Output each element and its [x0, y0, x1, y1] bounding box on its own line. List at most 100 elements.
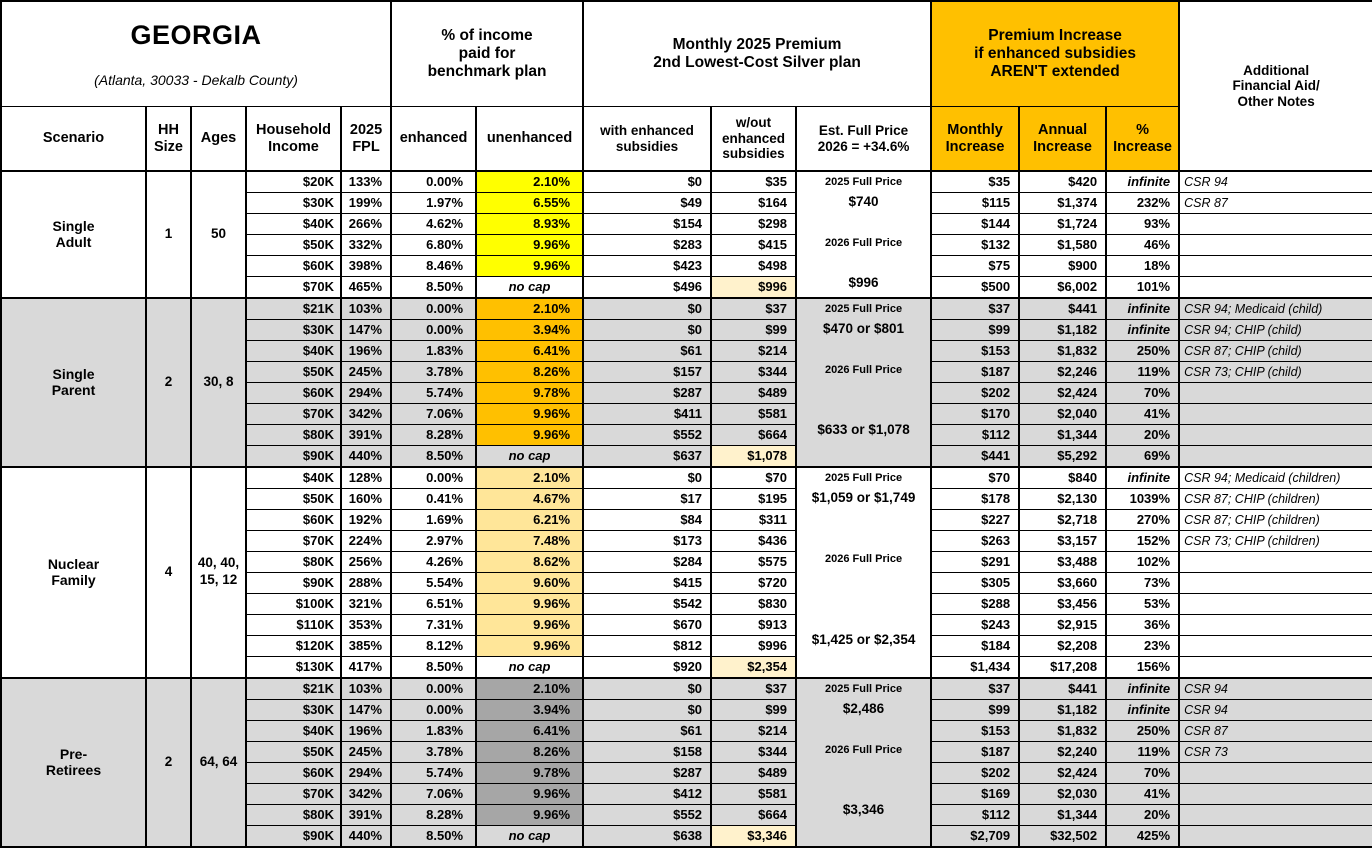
- enhanced-pct-cell: 4.62%: [390, 212, 478, 235]
- annual-increase-cell: $5,292: [1018, 444, 1108, 468]
- pct-increase-cell: 152%: [1105, 529, 1181, 552]
- without-subsidies-cell: $720: [710, 571, 798, 594]
- monthly-increase-cell: $288: [930, 592, 1021, 615]
- pct-increase-cell: 250%: [1105, 339, 1181, 362]
- full-price-line: [798, 508, 929, 528]
- household-income-cell: $130K: [245, 655, 342, 679]
- with-subsidies-cell: $284: [582, 550, 713, 573]
- notes-cell: [1178, 592, 1372, 615]
- unenhanced-pct-cell: 4.67%: [475, 487, 585, 510]
- annual-increase-cell: $2,040: [1018, 402, 1108, 425]
- without-subsidies-cell: $581: [710, 782, 798, 805]
- household-income-cell: $50K: [245, 487, 342, 510]
- fpl-cell: 342%: [339, 402, 393, 425]
- without-subsidies-cell: $415: [710, 233, 798, 256]
- notes-cell: CSR 73; CHIP (child): [1178, 360, 1372, 383]
- unenhanced-pct-cell: 6.41%: [475, 719, 585, 742]
- table-row: $40K 266% 4.62% 8.93% $154 $298 $144 $1,724 93%: [1, 212, 1372, 235]
- unenhanced-pct-cell: 2.10%: [475, 465, 585, 489]
- annual-increase-cell: $2,718: [1018, 508, 1108, 531]
- household-income-cell: $60K: [245, 254, 342, 277]
- enhanced-pct-cell: 5.74%: [390, 381, 478, 404]
- unenhanced-pct-cell: 9.96%: [475, 782, 585, 805]
- enhanced-pct-cell: 0.41%: [390, 487, 478, 510]
- full-price-line: [798, 719, 929, 739]
- enhanced-pct-cell: 7.06%: [390, 402, 478, 425]
- full-price-line: [798, 609, 929, 629]
- table-row: $100K 321% 6.51% 9.96% $542 $830 $288 $3,456 53%: [1, 592, 1372, 615]
- hh-size-cell: 1: [145, 169, 192, 299]
- full-price-line: $2,486: [842, 701, 885, 717]
- monthly-increase-cell: $37: [930, 296, 1021, 320]
- annual-increase-cell: $441: [1018, 296, 1108, 320]
- household-income-cell: $70K: [245, 275, 342, 299]
- enhanced-pct-cell: 3.78%: [390, 740, 478, 763]
- monthly-increase-cell: $99: [930, 698, 1021, 721]
- monthly-increase-cell: $170: [930, 402, 1021, 425]
- without-subsidies-cell: $913: [710, 613, 798, 636]
- monthly-increase-cell: $291: [930, 550, 1021, 573]
- with-subsidies-cell: $283: [582, 233, 713, 256]
- full-price-line: [798, 528, 929, 548]
- notes-cell: CSR 94; Medicaid (children): [1178, 465, 1372, 489]
- pct-increase-cell: 93%: [1105, 212, 1181, 235]
- household-income-cell: $110K: [245, 613, 342, 636]
- household-income-cell: $40K: [245, 465, 342, 489]
- notes-cell: CSR 87; CHIP (child): [1178, 339, 1372, 362]
- notes-cell: [1178, 634, 1372, 657]
- annual-increase-cell: $1,344: [1018, 803, 1108, 826]
- pct-increase-cell: 20%: [1105, 803, 1181, 826]
- unenhanced-pct-cell: 7.48%: [475, 529, 585, 552]
- annual-increase-cell: $32,502: [1018, 824, 1108, 848]
- full-price-line: [798, 440, 929, 460]
- without-subsidies-cell: $996: [710, 634, 798, 657]
- household-income-cell: $21K: [245, 296, 342, 320]
- with-subsidies-cell: $84: [582, 508, 713, 531]
- column-header-pct-increase: % Increase: [1105, 106, 1181, 172]
- table-row: $60K 294% 5.74% 9.78% $287 $489 $202 $2,424 70%: [1, 761, 1372, 784]
- monthly-increase-cell: $178: [930, 487, 1021, 510]
- with-subsidies-cell: $158: [582, 740, 713, 763]
- monthly-increase-cell: $153: [930, 719, 1021, 742]
- fpl-cell: 321%: [339, 592, 393, 615]
- est-full-price-cell: 2025 Full Price $740 2026 Full Price $996: [795, 169, 933, 299]
- column-header-ages: Ages: [190, 106, 247, 172]
- with-subsidies-cell: $638: [582, 824, 713, 848]
- fpl-cell: 192%: [339, 508, 393, 531]
- full-price-line: [798, 760, 929, 780]
- fpl-cell: 391%: [339, 423, 393, 446]
- with-subsidies-cell: $411: [582, 402, 713, 425]
- pct-increase-cell: 70%: [1105, 761, 1181, 784]
- full-price-line: 2025 Full Price: [825, 302, 903, 315]
- notes-cell: [1178, 381, 1372, 404]
- without-subsidies-cell: $489: [710, 761, 798, 784]
- pct-increase-cell: 101%: [1105, 275, 1181, 299]
- enhanced-pct-cell: 0.00%: [390, 698, 478, 721]
- household-income-cell: $90K: [245, 571, 342, 594]
- unenhanced-pct-cell: no cap: [475, 275, 585, 299]
- table-row: $60K 398% 8.46% 9.96% $423 $498 $75 $900 18%: [1, 254, 1372, 277]
- pct-increase-cell: 20%: [1105, 423, 1181, 446]
- household-income-cell: $20K: [245, 169, 342, 193]
- unenhanced-pct-cell: 9.96%: [475, 233, 585, 256]
- full-price-line: [798, 212, 929, 232]
- column-header-annual-increase: Annual Increase: [1018, 106, 1108, 172]
- monthly-increase-cell: $441: [930, 444, 1021, 468]
- full-price-line: 2026 Full Price: [825, 363, 903, 376]
- enhanced-pct-cell: 8.50%: [390, 275, 478, 299]
- column-header-enhanced: enhanced: [390, 106, 478, 172]
- column-header-with-subsidies: with enhanced subsidies: [582, 106, 713, 172]
- with-subsidies-cell: $552: [582, 803, 713, 826]
- table-row: $50K 332% 6.80% 9.96% $283 $415 $132 $1,580 46%: [1, 233, 1372, 256]
- notes-cell: CSR 73: [1178, 740, 1372, 763]
- pct-increase-cell: 1039%: [1105, 487, 1181, 510]
- full-price-line: $633 or $1,078: [817, 422, 910, 438]
- est-full-price-cell: 2025 Full Price $470 or $801 2026 Full Pri…: [795, 296, 933, 468]
- region-title: GEORGIA: [130, 20, 262, 51]
- fpl-cell: 440%: [339, 824, 393, 848]
- scenario-cell: Single Adult: [0, 169, 147, 299]
- with-subsidies-cell: $49: [582, 191, 713, 214]
- without-subsidies-cell: $37: [710, 296, 798, 320]
- household-income-cell: $70K: [245, 402, 342, 425]
- pct-increase-cell: 102%: [1105, 550, 1181, 573]
